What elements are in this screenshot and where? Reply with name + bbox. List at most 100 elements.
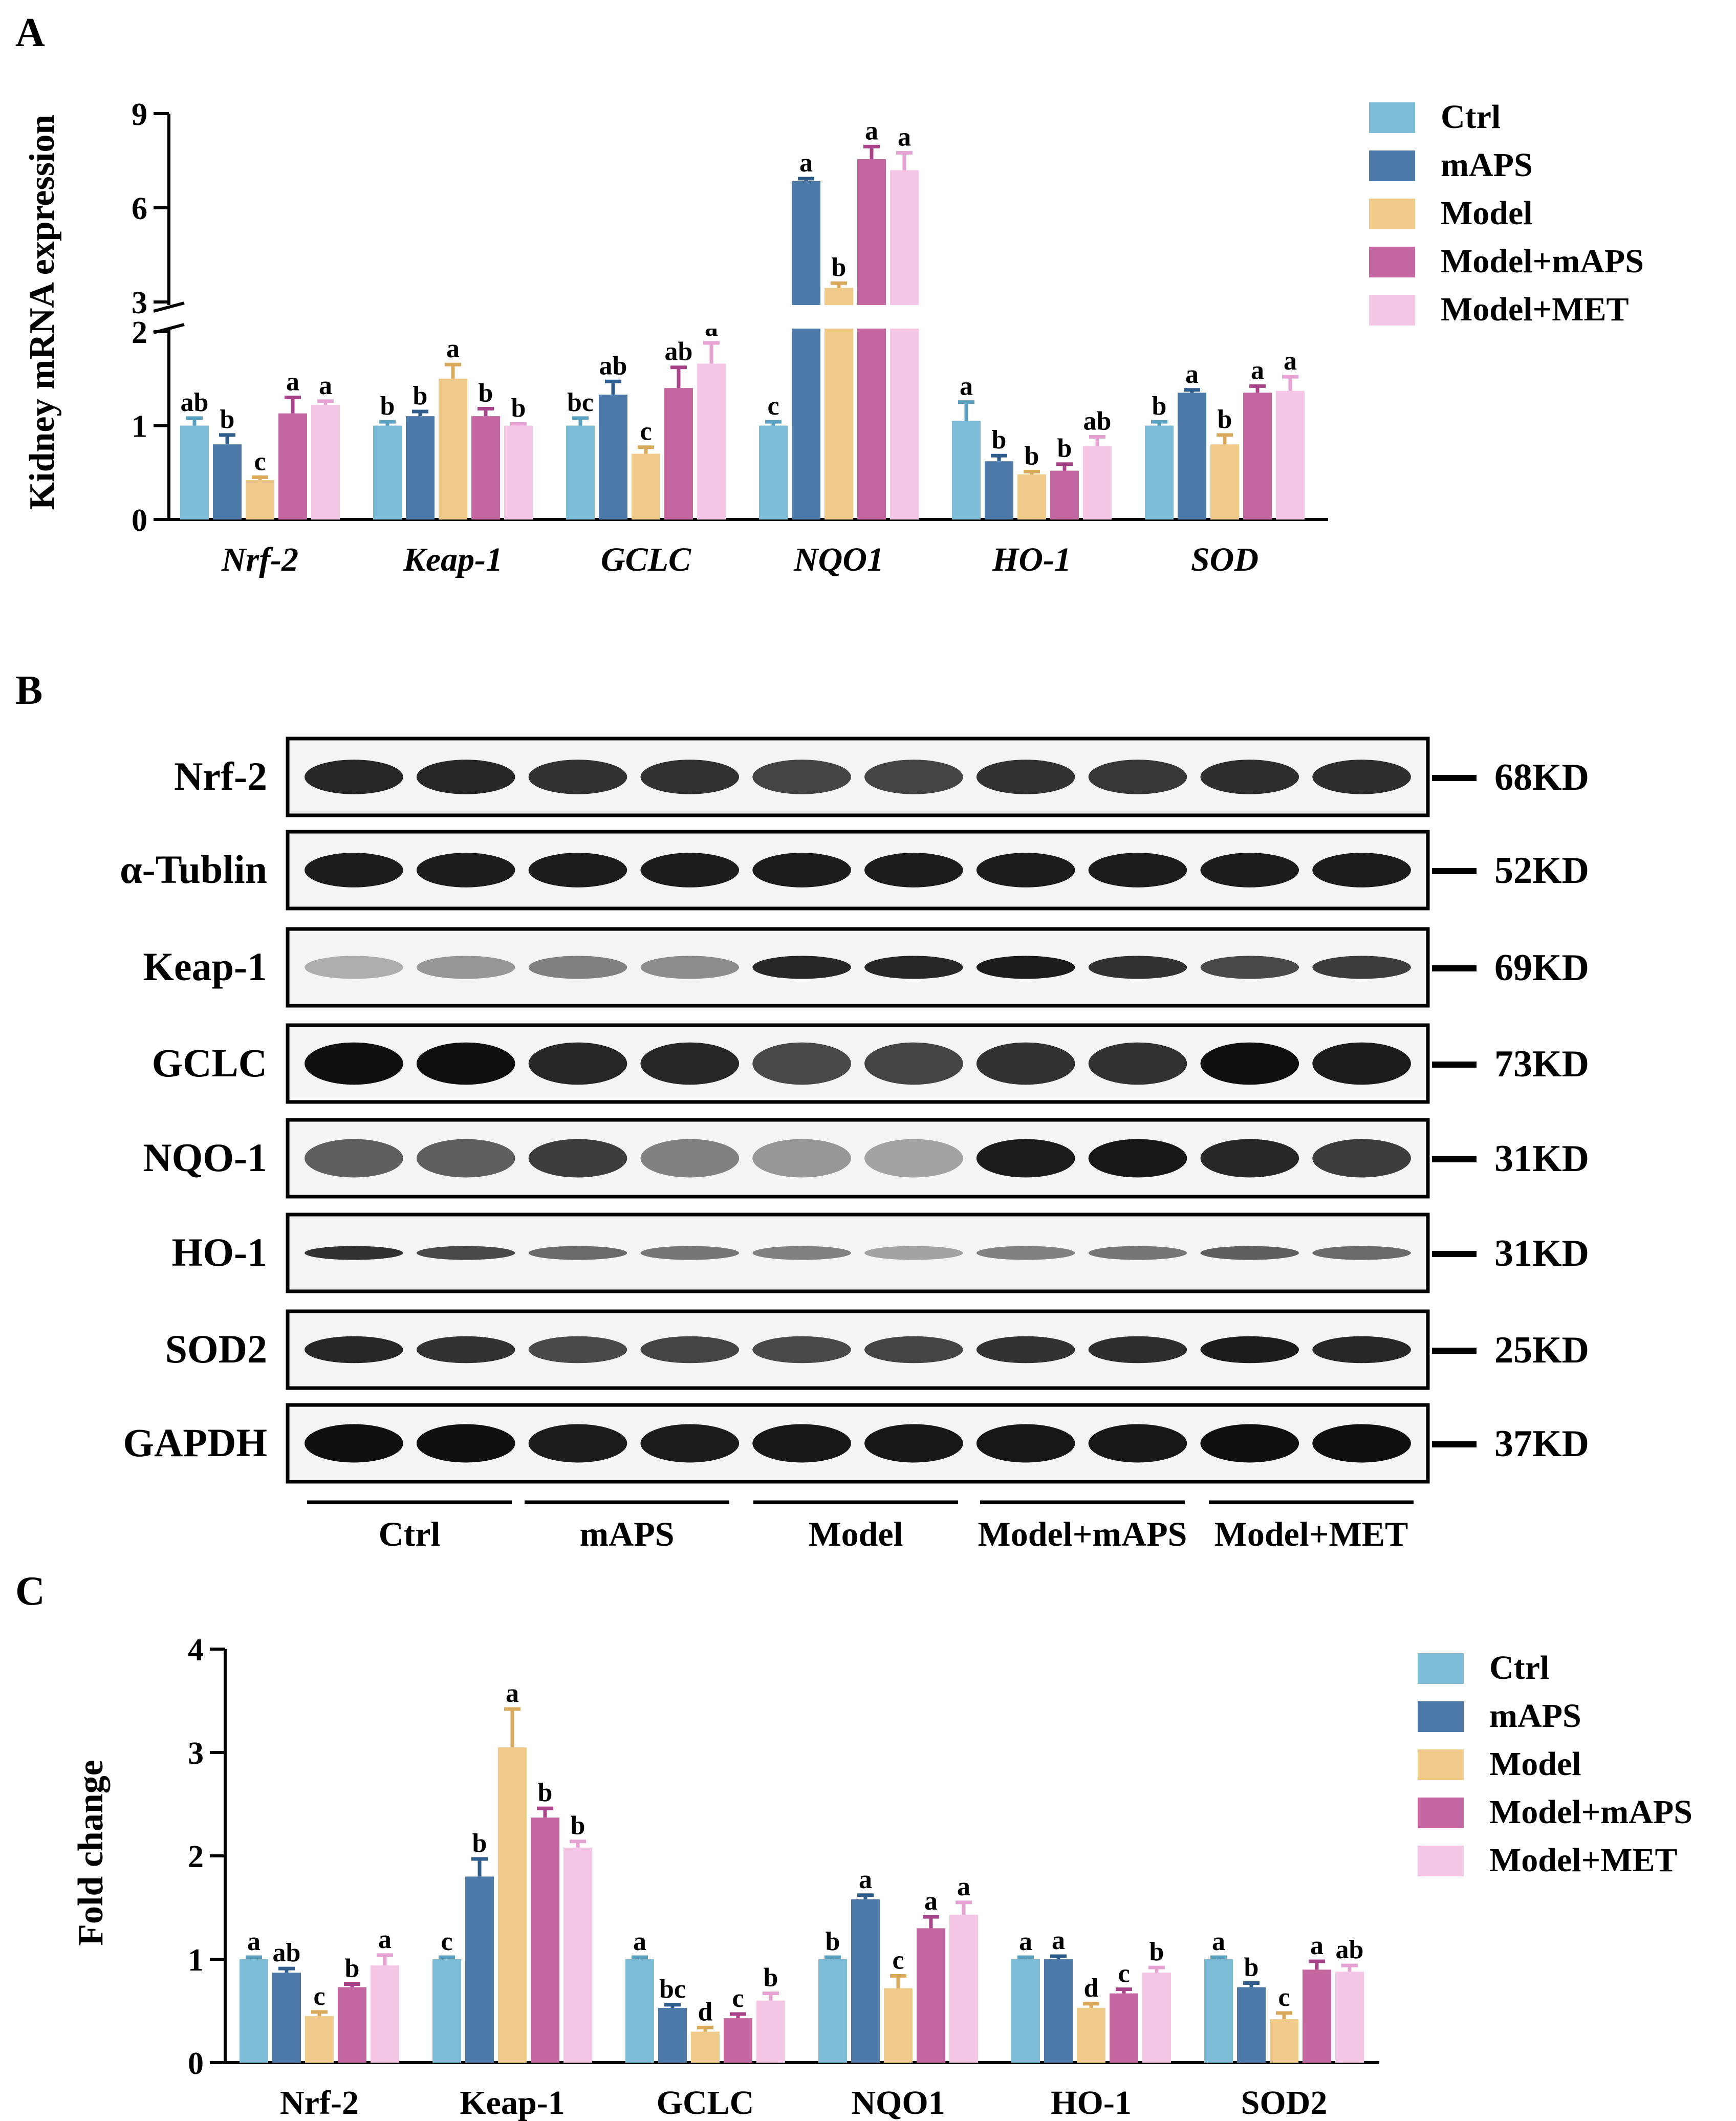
significance-letter: c (441, 1927, 452, 1956)
bar (949, 1915, 978, 2063)
significance-letter: ab (599, 351, 627, 380)
significance-letter: a (247, 1927, 261, 1956)
significance-letter: b (472, 1829, 487, 1858)
group-label: Model+mAPS (978, 1514, 1187, 1553)
significance-letter: d (698, 1997, 713, 2026)
bar (985, 461, 1013, 520)
legend-swatch (1418, 1798, 1464, 1828)
y-tick-label: 2 (188, 1839, 204, 1874)
blot-band (305, 1336, 403, 1364)
x-tick-label: Nrf-2 (280, 2084, 359, 2121)
blot-band (528, 1139, 627, 1178)
blot-band (640, 853, 740, 888)
significance-letter: a (1052, 1926, 1065, 1955)
blot-row-label: GAPDH (123, 1420, 267, 1465)
bar (691, 2031, 720, 2063)
significance-letter: c (640, 417, 652, 446)
bar (272, 1973, 301, 2063)
kd-label: 69KD (1494, 947, 1589, 989)
blot-band (864, 1424, 963, 1463)
significance-letter: a (506, 1679, 519, 1708)
bar (1204, 1959, 1233, 2063)
blot-band (1088, 853, 1187, 888)
bar (240, 1959, 268, 2063)
blot-band (528, 1042, 627, 1085)
legend-swatch (1369, 247, 1415, 277)
significance-letter: b (1244, 1953, 1259, 1982)
kd-label: 73KD (1494, 1043, 1589, 1085)
x-tick-label: GCLC (601, 541, 691, 578)
blot-band (976, 1336, 1075, 1364)
blot-band (976, 760, 1075, 794)
blot-band (305, 760, 403, 794)
blot-band (640, 1424, 740, 1463)
legend-label: Ctrl (1489, 1649, 1549, 1686)
blot-band (305, 1139, 403, 1178)
x-tick-label: NQO1 (851, 2084, 945, 2121)
blot-band (976, 1246, 1075, 1260)
blot-band (416, 956, 515, 979)
legend-swatch (1369, 199, 1415, 229)
bar (756, 2000, 785, 2063)
blot-band (640, 1139, 740, 1178)
y-tick-label: 9 (132, 97, 147, 132)
bar (658, 2007, 687, 2063)
significance-letter: ab (181, 388, 209, 417)
legend-swatch (1369, 295, 1415, 326)
blot-band (305, 956, 403, 979)
bar (1178, 393, 1206, 520)
blot-band (1200, 1139, 1299, 1178)
legend-swatch (1418, 1749, 1464, 1780)
bar (1017, 474, 1046, 520)
blot-band (864, 1139, 963, 1178)
significance-letter: b (479, 378, 493, 407)
x-tick-label: NQO1 (793, 541, 884, 578)
legend-label: mAPS (1441, 146, 1533, 184)
bar (625, 1959, 654, 2063)
blot-band (1200, 1424, 1299, 1463)
blot-band (1200, 1042, 1299, 1085)
x-tick-label: Keap-1 (403, 541, 503, 578)
legend-label: Model (1441, 194, 1533, 232)
bar (566, 425, 595, 520)
kd-label: 31KD (1494, 1138, 1589, 1180)
bar (1083, 446, 1112, 520)
blot-band (864, 853, 963, 888)
legend-label: Model+MET (1489, 1842, 1678, 1879)
blot-band (1312, 1042, 1411, 1085)
blot-band (1200, 760, 1299, 794)
significance-letter: a (378, 1925, 392, 1954)
significance-letter: b (538, 1778, 553, 1807)
bar (504, 425, 533, 520)
y-axis-title: Fold change (71, 1760, 111, 1946)
legend-label: Model+mAPS (1489, 1793, 1692, 1831)
blot-row-label: Keap-1 (143, 944, 267, 989)
blot-band (416, 1139, 515, 1178)
significance-letter: a (898, 123, 911, 152)
blot-band (1088, 760, 1187, 794)
significance-letter: ab (1083, 407, 1112, 436)
blot-band (1088, 1139, 1187, 1178)
legend-label: Ctrl (1441, 98, 1501, 136)
significance-letter: b (380, 392, 395, 421)
bar (884, 1988, 913, 2063)
significance-letter: b (345, 1954, 360, 1983)
bar (1044, 1959, 1073, 2063)
blot-band (752, 1139, 851, 1178)
y-tick-label: 1 (132, 409, 147, 444)
blot-band (752, 1246, 851, 1260)
significance-letter: a (1019, 1927, 1032, 1956)
significance-letter: a (1212, 1927, 1225, 1956)
significance-letter: c (732, 1984, 744, 2013)
bar (246, 480, 274, 520)
bar (724, 2018, 752, 2063)
bar (818, 1959, 847, 2063)
blot-band (640, 1042, 740, 1085)
blot-band (1200, 1336, 1299, 1364)
blot-band (864, 956, 963, 979)
bar (1210, 444, 1239, 520)
significance-letter: b (571, 1811, 585, 1841)
blot-band (976, 853, 1075, 888)
